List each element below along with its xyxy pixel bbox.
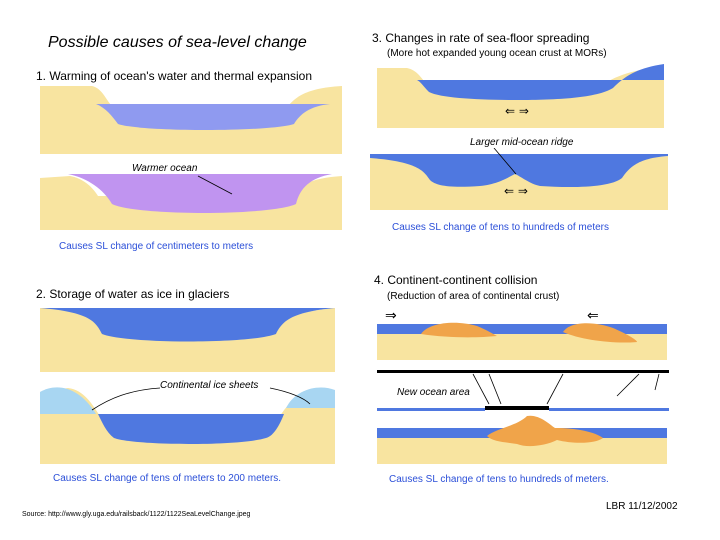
label-leader-line <box>488 373 502 405</box>
section-2-heading: 2. Storage of water as ice in glaciers <box>36 287 230 301</box>
new-ocean-area-bar <box>485 406 549 410</box>
section-3-subheading: (More hot expanded young ocean crust at … <box>387 48 607 59</box>
ridge-diagram-enlarged: ⇐ ⇒ <box>370 148 668 210</box>
ice-sheet-right <box>286 387 335 408</box>
spreading-arrows: ⇐ ⇒ <box>505 104 529 118</box>
section-2-effect: Causes SL change of tens of meters to 20… <box>53 473 282 484</box>
section-4-heading: 4. Continent-continent collision <box>374 273 538 287</box>
ice-sheet-left <box>40 387 96 414</box>
label-leader-line <box>654 373 660 391</box>
ocean-fill <box>40 308 335 342</box>
area-bar-after <box>549 408 669 411</box>
author-credit: LBR 11/12/2002 <box>606 501 678 512</box>
ocean-fill <box>377 324 667 334</box>
ocean-fill <box>98 414 284 444</box>
continent-right <box>563 323 637 343</box>
ocean-fill <box>417 64 664 100</box>
area-bar-after <box>377 408 485 411</box>
section-1-effect: Causes SL change of centimeters to meter… <box>59 241 254 252</box>
section-3-heading: 3. Changes in rate of sea-floor spreadin… <box>372 31 590 45</box>
spreading-arrows: ⇐ ⇒ <box>504 184 528 198</box>
ocean-fill <box>96 104 330 130</box>
ocean-area-comparison <box>377 370 669 411</box>
label-leader-line <box>616 373 640 397</box>
collision-diagram-before: ⇒ ⇐ <box>377 308 667 360</box>
basin-diagram-normal <box>40 86 342 154</box>
ridge-label: Larger mid-ocean ridge <box>470 137 574 148</box>
label-leader-line <box>493 148 517 175</box>
collision-diagram-after <box>377 415 667 464</box>
source-citation: Source: http://www.gly.uga.edu/railsback… <box>22 511 251 518</box>
label-leader-line <box>472 373 490 405</box>
ridge-diagram-normal: ⇐ ⇒ <box>377 64 664 128</box>
convergence-arrow-right: ⇒ <box>385 308 397 324</box>
collided-continents <box>487 415 603 447</box>
section-4-subheading: (Reduction of area of continental crust) <box>387 291 560 302</box>
label-leader-line <box>91 387 161 411</box>
basin-diagram-warm <box>40 174 342 230</box>
page-title: Possible causes of sea-level change <box>48 34 307 51</box>
new-ocean-area-label: New ocean area <box>397 387 470 398</box>
label-leader-line <box>269 387 311 405</box>
area-bar-before <box>377 370 669 373</box>
label-leader-line <box>546 373 564 405</box>
section-1-heading: 1. Warming of ocean's water and thermal … <box>36 69 312 83</box>
warm-ocean-fill <box>68 174 332 213</box>
basin-diagram-glaciated <box>40 387 335 464</box>
ocean-fill <box>370 154 668 188</box>
label-leader-line <box>197 175 233 195</box>
warmer-ocean-label: Warmer ocean <box>132 163 198 174</box>
continent-left <box>421 322 497 338</box>
convergence-arrow-left: ⇐ <box>587 308 599 324</box>
ice-sheets-label: Continental ice sheets <box>160 380 259 391</box>
sand-shape <box>370 154 668 210</box>
section-3-effect: Causes SL change of tens to hundreds of … <box>392 222 609 233</box>
basin-diagram-full <box>40 308 335 372</box>
section-4-effect: Causes SL change of tens to hundreds of … <box>389 474 609 485</box>
